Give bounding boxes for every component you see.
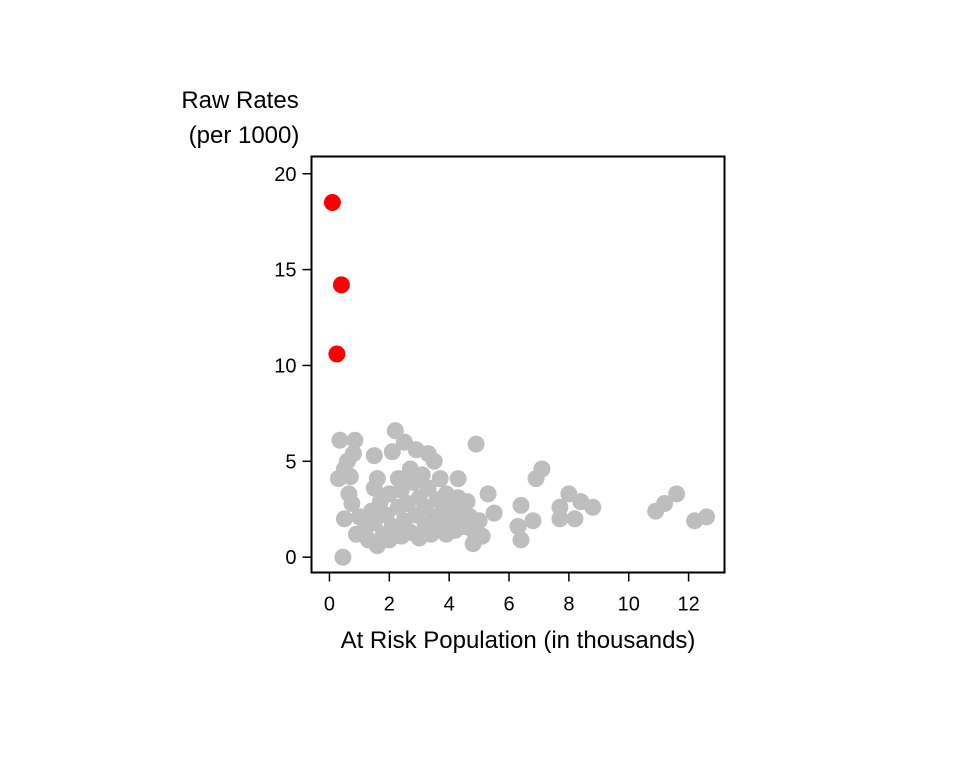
data-point-0-0: [334, 548, 352, 566]
data-point-0-9: [343, 495, 361, 512]
data-point-1-1: [332, 276, 350, 294]
y-tick-label: 15: [274, 260, 296, 282]
x-tick-label: 2: [384, 594, 395, 616]
data-point-0-70: [473, 527, 491, 545]
data-point-0-84: [584, 498, 602, 516]
x-axis-label: At Risk Population (in thousands): [341, 627, 696, 654]
x-tick-label: 6: [503, 594, 514, 616]
data-point-0-76: [524, 512, 542, 530]
data-point-0-89: [698, 508, 715, 526]
y-tick-label: 20: [274, 164, 296, 186]
y-axis-label-line2: (per 1000): [189, 122, 300, 149]
data-point-0-28: [386, 422, 404, 440]
data-point-0-7: [344, 445, 362, 463]
data-point-0-2: [346, 431, 364, 449]
data-point-1-0: [323, 194, 341, 211]
x-tick-label: 4: [444, 594, 455, 616]
data-point-0-74: [512, 531, 530, 549]
data-point-0-71: [479, 485, 497, 503]
data-point-0-82: [566, 510, 584, 528]
y-tick-label: 10: [274, 355, 296, 377]
y-axis-label-line1: Raw Rates: [181, 87, 298, 114]
x-axis: 0 2 4 6 8 10 12: [324, 572, 700, 616]
data-point-0-47: [419, 479, 437, 497]
data-point-0-23: [365, 447, 383, 465]
x-tick-label: 12: [677, 594, 699, 616]
data-point-0-68: [467, 435, 485, 453]
data-point-0-69: [470, 512, 488, 530]
points-layer: [323, 194, 715, 566]
data-point-0-86: [656, 495, 674, 512]
data-point-0-43: [413, 466, 431, 484]
plot-frame: [310, 155, 726, 574]
y-axis: 0 5 10 15 20: [274, 164, 312, 569]
data-point-0-78: [533, 460, 551, 478]
y-tick-label: 0: [285, 547, 296, 569]
data-point-0-1: [331, 431, 349, 449]
data-point-0-60: [449, 470, 467, 488]
data-point-0-72: [485, 504, 503, 522]
data-point-0-53: [431, 470, 449, 488]
data-point-0-75: [512, 496, 530, 514]
data-point-0-73: [509, 518, 527, 535]
data-point-0-6: [341, 468, 359, 486]
data-point-0-50: [425, 452, 443, 470]
data-point-0-27: [383, 443, 401, 461]
data-point-0-87: [668, 485, 686, 503]
data-point-0-80: [551, 498, 569, 516]
data-point-0-10: [335, 510, 353, 528]
data-point-0-18: [368, 470, 386, 488]
data-point-0-64: [458, 493, 476, 511]
x-tick-label: 8: [563, 594, 574, 616]
y-tick-label: 5: [285, 451, 296, 473]
x-tick-label: 10: [618, 594, 640, 616]
data-point-1-2: [328, 345, 346, 363]
x-tick-label: 0: [324, 594, 335, 616]
